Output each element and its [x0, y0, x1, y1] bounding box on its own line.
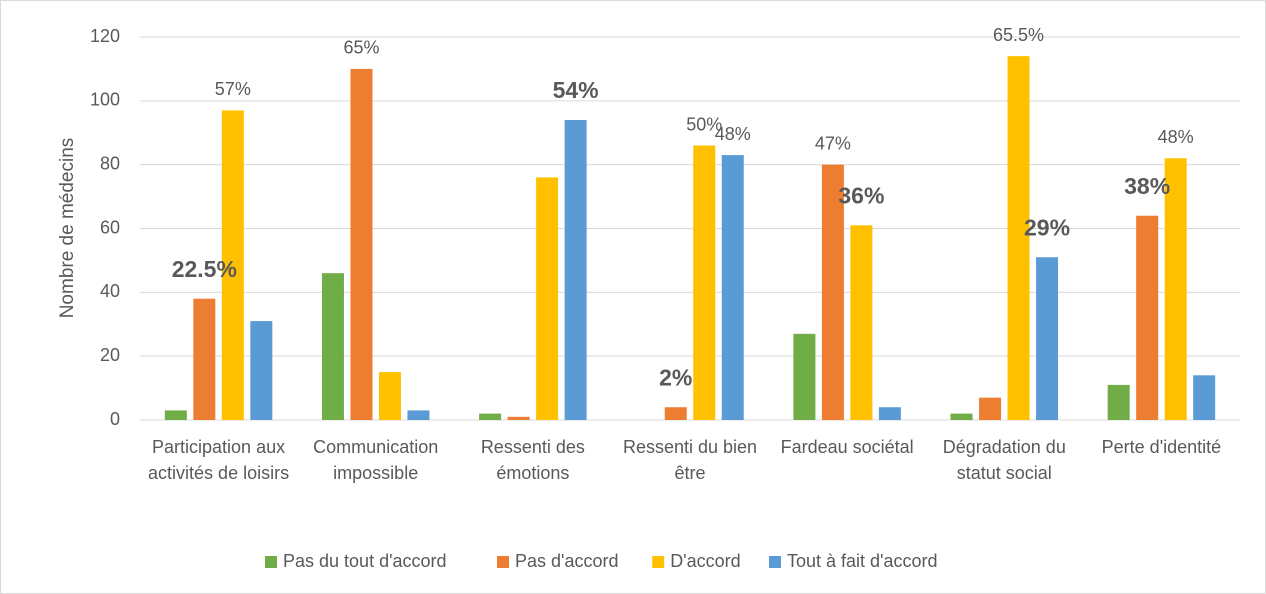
x-tick-label: Communication impossible: [313, 437, 439, 483]
y-tick-label: 0: [110, 409, 120, 429]
annotation: 2%: [659, 364, 692, 390]
bar: [721, 155, 744, 420]
bar: [878, 407, 901, 420]
bar: [164, 410, 187, 420]
x-tick-label: Fardeau sociétal: [780, 437, 914, 457]
y-tick-label: 20: [100, 345, 120, 365]
bar: [378, 372, 401, 420]
annotation: 65.5%: [993, 25, 1044, 45]
bar: [221, 110, 244, 421]
bar: [850, 225, 873, 420]
bar: [350, 68, 373, 421]
x-tick-label: Participation aux activités de loisirs: [148, 437, 290, 483]
bar: [693, 145, 716, 420]
x-tick-label: Dégradation du statut social: [942, 437, 1066, 483]
bar: [1036, 257, 1059, 420]
bar: [536, 177, 559, 420]
annotation: 36%: [838, 182, 884, 208]
x-tick-label: Ressenti du bien être: [622, 437, 758, 483]
bar: [507, 416, 530, 420]
legend-label: Pas d'accord: [515, 551, 619, 571]
y-tick-label: 100: [90, 90, 120, 110]
legend-label: Pas du tout d'accord: [283, 551, 447, 571]
bar: [250, 321, 273, 420]
y-tick-label: 80: [100, 153, 120, 173]
y-tick-label: 120: [90, 26, 120, 46]
annotation: 65%: [343, 38, 379, 58]
legend-swatch: [265, 556, 277, 568]
bar: [1007, 56, 1030, 421]
bar: [1164, 158, 1187, 421]
bar: [1107, 384, 1130, 420]
legend-swatch: [652, 556, 665, 568]
bar: [1136, 215, 1159, 420]
annotation: 50%: [686, 114, 722, 134]
bar: [479, 413, 502, 420]
bar: [821, 164, 844, 420]
annotation: 48%: [1158, 127, 1194, 147]
bar: [950, 413, 973, 420]
x-tick-label: Ressenti des émotions: [480, 437, 585, 483]
legend-swatch: [497, 556, 509, 568]
bar: [321, 273, 344, 420]
annotation: 57%: [215, 79, 251, 99]
y-tick-label: 60: [100, 217, 120, 237]
bar: [979, 397, 1002, 420]
bar: [407, 410, 430, 420]
bar: [564, 119, 587, 420]
bar: [664, 407, 687, 420]
annotation: 29%: [1024, 214, 1070, 240]
legend-label: Tout à fait d'accord: [787, 551, 938, 571]
x-tick-label: Perte d'identité: [1101, 437, 1222, 457]
legend-label: D'accord: [670, 551, 740, 571]
bar: [1193, 375, 1216, 420]
bar: [793, 333, 816, 420]
annotation: 54%: [553, 77, 599, 103]
y-axis-title: Nombre de médecins: [57, 138, 78, 319]
annotation: 22.5%: [172, 256, 237, 282]
legend-swatch: [769, 556, 781, 568]
bar: [193, 298, 216, 420]
annotation: 48%: [715, 124, 751, 144]
y-tick-label: 40: [100, 281, 120, 301]
annotation: 47%: [815, 133, 851, 153]
annotation: 38%: [1124, 173, 1170, 199]
